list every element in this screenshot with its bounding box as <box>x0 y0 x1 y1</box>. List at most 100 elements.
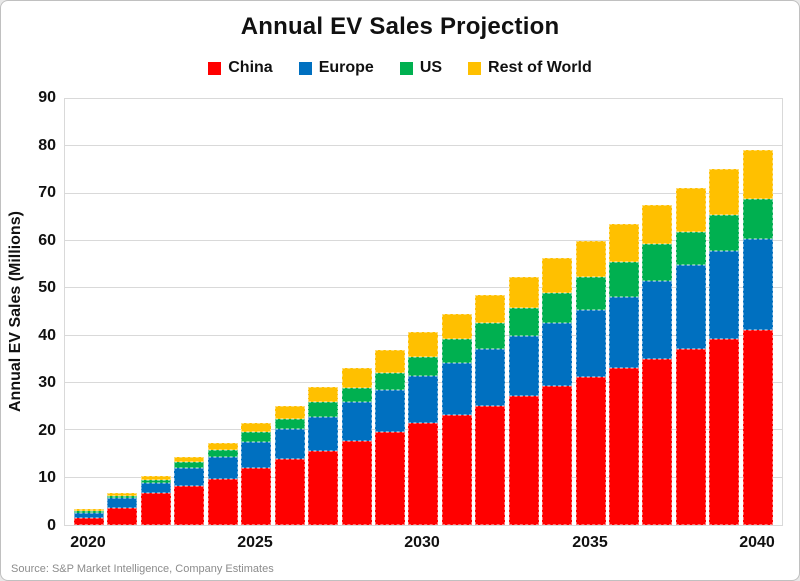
x-tick-label-2035: 2035 <box>572 534 608 551</box>
y-tick-label-80: 80 <box>38 136 56 154</box>
y-tick-label-20: 20 <box>38 421 56 439</box>
bar-segment-2030-europe <box>408 375 439 424</box>
bar-2038 <box>675 99 706 525</box>
bar-segment-2038-us <box>675 231 706 265</box>
bar-segment-2033-europe <box>508 336 539 397</box>
y-axis-tick-labels: 0 10 20 30 40 50 60 70 80 90 <box>1 90 56 534</box>
bar-series-container <box>65 99 782 525</box>
bar-segment-2027-rest-of-world <box>308 386 339 403</box>
bar-segment-2038-rest-of-world <box>675 188 706 232</box>
bar-segment-2034-us <box>542 292 573 323</box>
bar-segment-2025-china <box>241 468 272 525</box>
bar-segment-2024-rest-of-world <box>207 443 238 451</box>
bar-2033 <box>508 99 539 525</box>
legend-item-china: China <box>208 59 273 77</box>
bar-segment-2040-china <box>742 329 773 525</box>
bar-segment-2035-europe <box>575 310 606 378</box>
bar-segment-2039-europe <box>709 251 740 340</box>
legend-label-china: China <box>228 59 273 76</box>
gridline-80 <box>65 145 782 147</box>
bar-segment-2037-china <box>642 359 673 525</box>
legend-item-us: US <box>399 59 442 77</box>
bar-segment-2025-us <box>241 432 272 443</box>
x-tick-label-2025: 2025 <box>237 534 273 551</box>
bar-segment-2022-china <box>140 492 171 525</box>
legend-label-europe: Europe <box>318 59 374 76</box>
bar-segment-2037-rest-of-world <box>642 205 673 245</box>
bar-segment-2039-rest-of-world <box>709 169 740 216</box>
bar-segment-2031-china <box>441 414 472 525</box>
gridline-70 <box>65 192 782 194</box>
bar-2036 <box>609 99 639 525</box>
bar-segment-2035-us <box>575 276 606 311</box>
bar-segment-2040-rest-of-world <box>742 149 773 199</box>
y-tick-label-0: 0 <box>47 517 56 534</box>
bar-segment-2020-us <box>74 511 104 514</box>
bar-segment-2021-us <box>107 495 138 499</box>
bar-segment-2023-china <box>174 486 205 525</box>
bar-segment-2027-china <box>308 450 339 525</box>
legend-label-rest-of-world: Rest of World <box>488 59 592 76</box>
legend-swatch-europe <box>298 61 312 75</box>
bar-segment-2021-rest-of-world <box>107 492 138 496</box>
gridline-60 <box>65 240 782 242</box>
bar-segment-2038-china <box>675 348 706 525</box>
bar-2025 <box>241 99 272 525</box>
bar-2021 <box>107 99 138 525</box>
bar-2035 <box>575 99 606 525</box>
bar-segment-2036-us <box>609 261 639 297</box>
bar-segment-2040-europe <box>742 238 773 330</box>
bar-segment-2025-rest-of-world <box>241 422 272 433</box>
bar-segment-2028-europe <box>341 402 372 442</box>
x-tick-label-2020: 2020 <box>70 534 106 551</box>
bar-segment-2029-rest-of-world <box>374 350 405 373</box>
y-tick-label-40: 40 <box>38 326 56 344</box>
bar-segment-2020-rest-of-world <box>74 509 104 512</box>
bar-segment-2040-us <box>742 198 773 239</box>
bar-2023 <box>174 99 205 525</box>
legend-item-europe: Europe <box>298 59 374 77</box>
bar-2040 <box>742 99 773 525</box>
bar-segment-2034-europe <box>542 322 573 387</box>
bar-segment-2032-europe <box>475 348 506 406</box>
bar-2020 <box>74 99 104 525</box>
bar-2028 <box>341 99 372 525</box>
bar-segment-2023-us <box>174 462 205 469</box>
bar-segment-2021-china <box>107 508 138 525</box>
y-tick-label-70: 70 <box>38 184 56 202</box>
y-tick-label-10: 10 <box>38 469 56 487</box>
bar-segment-2032-us <box>475 322 506 349</box>
y-tick-label-50: 50 <box>38 279 56 297</box>
bar-segment-2026-china <box>274 459 305 525</box>
bar-segment-2028-china <box>341 441 372 525</box>
bar-segment-2034-china <box>542 386 573 525</box>
bar-2026 <box>274 99 305 525</box>
chart-title: Annual EV Sales Projection <box>240 13 560 40</box>
bar-segment-2031-us <box>441 338 472 364</box>
bar-segment-2028-us <box>341 387 372 403</box>
bar-segment-2039-us <box>709 215 740 252</box>
bar-segment-2028-rest-of-world <box>341 367 372 388</box>
bar-segment-2026-europe <box>274 428 305 460</box>
gridline-90 <box>65 98 782 99</box>
bar-segment-2035-china <box>575 377 606 525</box>
bar-segment-2029-china <box>374 432 405 525</box>
x-axis-tick-labels: 2020 2025 2030 2035 2040 <box>64 534 783 554</box>
bar-segment-2024-us <box>207 450 238 457</box>
bar-segment-2031-europe <box>441 363 472 415</box>
bar-segment-2020-china <box>74 517 104 525</box>
bar-segment-2024-china <box>207 479 238 525</box>
bar-segment-2032-rest-of-world <box>475 294 506 323</box>
bar-2031 <box>441 99 472 525</box>
gridline-50 <box>65 287 782 289</box>
legend-item-rest-of-world: Rest of World <box>468 59 592 77</box>
bar-2037 <box>642 99 673 525</box>
bar-segment-2023-rest-of-world <box>174 457 205 463</box>
bar-segment-2020-europe <box>74 513 104 518</box>
bar-segment-2029-europe <box>374 389 405 433</box>
bar-segment-2026-us <box>274 419 305 429</box>
bar-2030 <box>408 99 439 525</box>
bar-segment-2022-europe <box>140 483 171 493</box>
bar-segment-2023-europe <box>174 468 205 487</box>
